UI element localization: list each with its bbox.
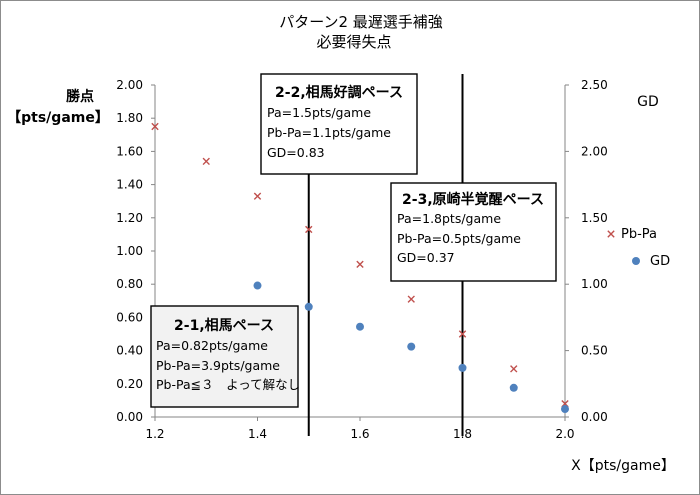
annotation-2-2-line3: GD=0.83: [267, 145, 325, 160]
pb-pa-point: [510, 365, 518, 373]
gd-point: [356, 322, 364, 331]
x-tick-label: 1.6: [350, 427, 369, 441]
chart-title: パターン2 最遅選手補強: [279, 13, 443, 31]
annotation-2-3-line3: GD=0.37: [397, 250, 455, 265]
y-right-tick-label: 0.00: [581, 410, 608, 424]
y-right-tick-label: 2.50: [581, 78, 608, 92]
pb-pa-point: [151, 122, 159, 131]
pb-pa-point: [458, 330, 467, 338]
annotation-2-3-line1: Pa=1.8pts/game: [397, 211, 501, 226]
legend-item-gd: GD: [632, 254, 670, 269]
annotation-2-2-line2: Pb-Pa=1.1pts/game: [267, 125, 391, 140]
y-left-tick-label: 0.00: [116, 410, 143, 424]
annotation-2-2-line1: Pa=1.5pts/game: [267, 105, 371, 120]
annotation-2-3-title: 2-3,原崎半覚醒ペース: [402, 191, 544, 208]
y-right-tick-label: 2.00: [581, 144, 608, 158]
legend-label-pb-pa: Pb-Pa: [621, 227, 657, 242]
y-left-axis-title-line1: 勝点: [66, 88, 94, 105]
y-left-tick-label: 0.60: [116, 310, 143, 324]
y-left-tick-label: 0.40: [116, 344, 143, 358]
legend-item-pb-pa: Pb-Pa: [607, 227, 657, 242]
annotation-2-1-title: 2-1,相馬ペース: [174, 317, 274, 334]
gd-point: [509, 383, 518, 392]
y-left-tick-label: 0.20: [116, 377, 143, 391]
annotation-box-2-2: 2-2,相馬好調ペース Pa=1.5pts/game Pb-Pa=1.1pts/…: [260, 73, 418, 175]
gd-point: [561, 405, 569, 414]
y-left-tick-label: 1.80: [116, 111, 143, 125]
annotation-2-3-line2: Pb-Pa=0.5pts/game: [397, 231, 521, 246]
pb-pa-point: [407, 295, 415, 303]
y-right-tick-label: 0.50: [581, 344, 608, 358]
x-tick-label: 1.2: [145, 427, 164, 441]
y-right-tick-label: 1.50: [581, 211, 608, 225]
y-left-tick-label: 1.00: [116, 244, 143, 258]
gd-point: [458, 363, 467, 372]
legend-label-gd: GD: [650, 254, 670, 269]
x-tick-label: 1.4: [248, 427, 267, 441]
legend-x-mark: [607, 230, 615, 238]
chart-subtitle: 必要得失点: [316, 33, 391, 51]
pb-pa-point: [305, 225, 313, 234]
gd-point: [304, 302, 313, 311]
y-left-tick-label: 0.80: [116, 277, 143, 291]
y-left-tick-label: 1.60: [116, 144, 143, 158]
pb-pa-point: [356, 260, 364, 268]
pb-pa-point: [202, 157, 210, 166]
y-left-tick-label: 2.00: [116, 78, 143, 92]
gd-point: [407, 342, 416, 351]
annotation-box-2-1: 2-1,相馬ペース Pa=0.82pts/game Pb-Pa=3.9pts/g…: [150, 305, 300, 408]
x-tick-label: 2.0: [555, 427, 574, 441]
legend-circle-marker-icon: [632, 257, 640, 265]
annotation-2-1-line2: Pb-Pa=3.9pts/game: [156, 358, 280, 373]
annotation-2-1-line3: Pb-Pa≦３ よって解なし: [156, 377, 300, 392]
y-left-tick-label: 1.40: [116, 178, 143, 192]
annotation-2-1-line1: Pa=0.82pts/game: [156, 338, 268, 353]
legend-dot-mark: [632, 257, 640, 265]
y-right-axis-title: GD: [637, 94, 659, 110]
annotation-2-2-title: 2-2,相馬好調ペース: [275, 84, 403, 101]
legend: Pb-Pa GD: [607, 227, 670, 269]
pb-pa-point: [253, 192, 262, 200]
x-axis-title: X【pts/game】: [571, 458, 675, 474]
y-right-tick-label: 1.00: [581, 277, 608, 291]
gd-point: [253, 281, 262, 290]
annotation-box-2-3: 2-3,原崎半覚醒ペース Pa=1.8pts/game Pb-Pa=0.5pts…: [390, 182, 557, 282]
y-left-tick-label: 1.20: [116, 211, 143, 225]
y-left-axis-title-line2: 【pts/game】: [7, 110, 109, 126]
legend-x-marker-icon: [607, 230, 615, 238]
